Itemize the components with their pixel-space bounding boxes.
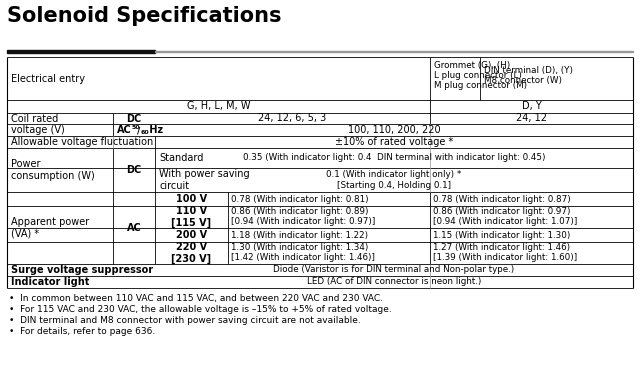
Text: 24, 12: 24, 12	[516, 113, 547, 124]
Text: 1.27 (With indicator light: 1.46): 1.27 (With indicator light: 1.46)	[433, 243, 570, 252]
Text: 0.78 (With indicator light: 0.87): 0.78 (With indicator light: 0.87)	[433, 195, 571, 204]
Text: 100 V: 100 V	[176, 194, 207, 204]
Text: DIN terminal (D), (Y)
M8 connector (W): DIN terminal (D), (Y) M8 connector (W)	[484, 66, 573, 85]
Bar	[155, 51, 633, 52]
Text: DC: DC	[126, 113, 141, 124]
Text: 1.30 (With indicator light: 1.34): 1.30 (With indicator light: 1.34)	[231, 243, 369, 252]
Text: •  For details, refer to page 636.: • For details, refer to page 636.	[9, 327, 156, 336]
Text: 200 V: 200 V	[176, 230, 207, 240]
Text: 24, 12, 6, 5, 3: 24, 12, 6, 5, 3	[259, 113, 326, 124]
Text: Standard: Standard	[159, 153, 204, 163]
Text: 1.15 (With indicator light: 1.30): 1.15 (With indicator light: 1.30)	[433, 230, 570, 239]
Text: 220 V
[230 V]: 220 V [230 V]	[172, 242, 212, 264]
Text: Coil rated
voltage (V): Coil rated voltage (V)	[11, 114, 65, 135]
Text: Surge voltage suppressor: Surge voltage suppressor	[11, 265, 153, 275]
Text: 1.18 (With indicator light: 1.22): 1.18 (With indicator light: 1.22)	[231, 230, 368, 239]
Text: Indicator light: Indicator light	[11, 277, 90, 287]
Text: Solenoid Specifications: Solenoid Specifications	[7, 6, 282, 26]
Text: Hz: Hz	[146, 125, 163, 135]
Text: Allowable voltage fluctuation: Allowable voltage fluctuation	[11, 137, 153, 147]
Text: Grommet (G), (H)
L plug connector (L)
M plug connector (M): Grommet (G), (H) L plug connector (L) M …	[434, 60, 527, 90]
Text: DC: DC	[126, 165, 141, 175]
Text: G, H, L, M, W: G, H, L, M, W	[187, 101, 250, 112]
Text: Electrical entry: Electrical entry	[11, 73, 85, 83]
Text: LED (AC of DIN connector is neon light.): LED (AC of DIN connector is neon light.)	[307, 278, 481, 287]
Text: Apparent power
(VA) *: Apparent power (VA) *	[11, 217, 89, 239]
Bar	[7, 50, 155, 53]
Text: 110 V
[115 V]: 110 V [115 V]	[172, 206, 212, 228]
Text: /: /	[137, 126, 140, 135]
Text: 60: 60	[141, 129, 150, 135]
Text: AC: AC	[117, 125, 132, 135]
Text: [1.42 (With indicator light: 1.46)]: [1.42 (With indicator light: 1.46)]	[231, 254, 375, 262]
Text: •  In common between 110 VAC and 115 VAC, and between 220 VAC and 230 VAC.: • In common between 110 VAC and 115 VAC,…	[9, 294, 383, 303]
Text: 100, 110, 200, 220: 100, 110, 200, 220	[348, 125, 440, 135]
Text: [0.94 (With indicator light: 1.07)]: [0.94 (With indicator light: 1.07)]	[433, 218, 577, 227]
Text: Power
consumption (W): Power consumption (W)	[11, 159, 95, 181]
Text: AC: AC	[127, 223, 141, 233]
Text: 0.35 (With indicator light: 0.4  DIN terminal with indicator light: 0.45): 0.35 (With indicator light: 0.4 DIN term…	[243, 154, 545, 163]
Text: 0.1 (With indicator light only) *
[Starting 0.4, Holding 0.1]: 0.1 (With indicator light only) * [Start…	[326, 170, 461, 190]
Text: 0.86 (With indicator light: 0.89): 0.86 (With indicator light: 0.89)	[231, 207, 369, 216]
Text: ±10% of rated voltage *: ±10% of rated voltage *	[335, 137, 453, 147]
Text: 0.78 (With indicator light: 0.81): 0.78 (With indicator light: 0.81)	[231, 195, 369, 204]
Text: D, Y: D, Y	[522, 101, 541, 112]
Text: [0.94 (With indicator light: 0.97)]: [0.94 (With indicator light: 0.97)]	[231, 218, 376, 227]
Text: •  For 115 VAC and 230 VAC, the allowable voltage is –15% to +5% of rated voltag: • For 115 VAC and 230 VAC, the allowable…	[9, 305, 392, 314]
Text: 0.86 (With indicator light: 0.97): 0.86 (With indicator light: 0.97)	[433, 207, 570, 216]
Text: Diode (Varistor is for DIN terminal and Non-polar type.): Diode (Varistor is for DIN terminal and …	[273, 266, 515, 275]
Text: 50: 50	[132, 125, 141, 130]
Text: [1.39 (With indicator light: 1.60)]: [1.39 (With indicator light: 1.60)]	[433, 254, 577, 262]
Text: With power saving
circuit: With power saving circuit	[159, 169, 250, 191]
Text: •  DIN terminal and M8 connector with power saving circuit are not available.: • DIN terminal and M8 connector with pow…	[9, 316, 361, 325]
